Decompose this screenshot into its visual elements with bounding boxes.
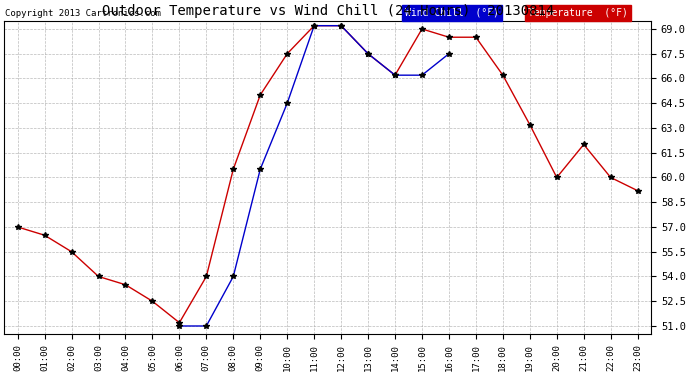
Text: Temperature  (°F): Temperature (°F) bbox=[528, 8, 628, 18]
Text: Wind Chill  (°F): Wind Chill (°F) bbox=[405, 8, 500, 18]
Text: Copyright 2013 Cartronics.com: Copyright 2013 Cartronics.com bbox=[6, 9, 161, 18]
Title: Outdoor Temperature vs Wind Chill (24 Hours)  20130814: Outdoor Temperature vs Wind Chill (24 Ho… bbox=[101, 4, 554, 18]
